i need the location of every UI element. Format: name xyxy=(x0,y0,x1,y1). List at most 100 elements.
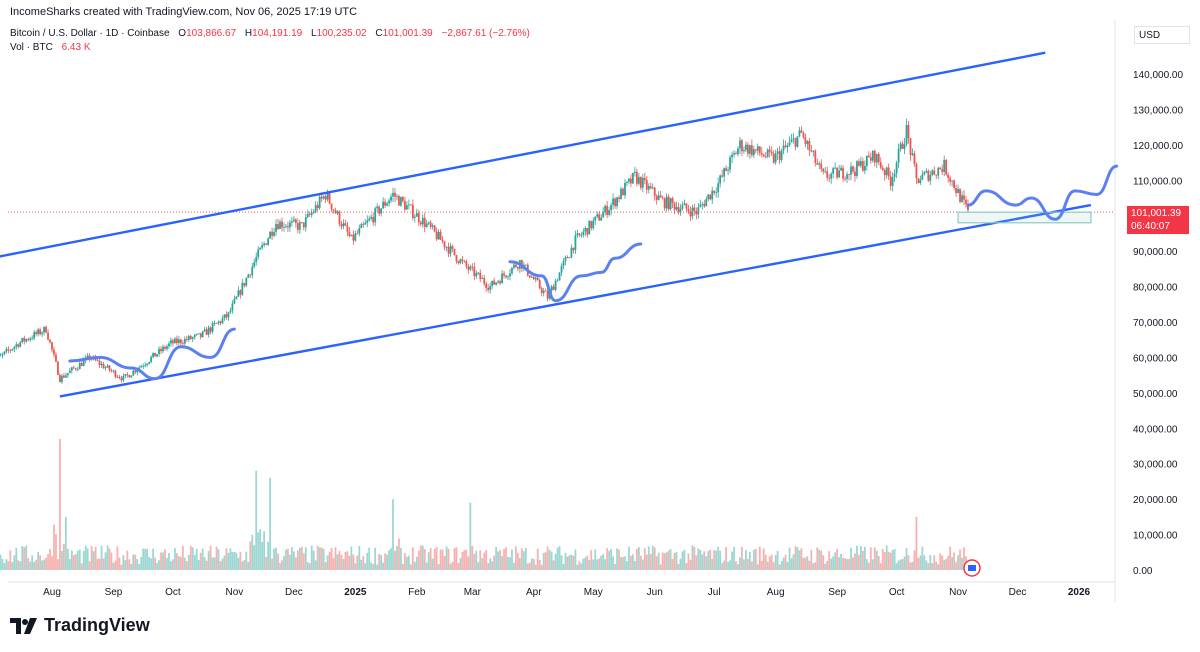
candle-body xyxy=(388,200,390,204)
volume-bar xyxy=(931,563,934,570)
candle-body xyxy=(568,257,571,259)
candle-body xyxy=(279,221,281,229)
volume-bar xyxy=(316,545,319,570)
volume-bar xyxy=(398,538,400,570)
volume-bar xyxy=(491,561,494,570)
volume-bar xyxy=(689,559,692,570)
volume-bar xyxy=(816,547,819,570)
candle-body xyxy=(283,226,285,228)
candle-body xyxy=(11,349,14,351)
volume-bar xyxy=(66,548,69,570)
candle-body xyxy=(683,203,686,206)
candle-body xyxy=(715,192,718,194)
volume-bar xyxy=(687,553,690,570)
candle-body xyxy=(943,160,946,172)
candle-body xyxy=(35,332,38,335)
volume-bar xyxy=(29,561,32,570)
volume-bar xyxy=(784,554,787,570)
volume-bar xyxy=(786,561,789,570)
volume-bar xyxy=(306,562,309,570)
volume-bar xyxy=(134,554,137,570)
volume-bar xyxy=(479,550,482,570)
volume-bar xyxy=(647,546,650,570)
candle-body xyxy=(554,280,557,290)
candle-body xyxy=(965,199,967,205)
candle-body xyxy=(233,298,236,304)
volume-bar xyxy=(721,563,724,570)
candle-body xyxy=(219,321,222,324)
candle-body xyxy=(181,343,184,345)
candle-body xyxy=(98,360,101,366)
projection-curve xyxy=(966,164,1119,221)
tradingview-logo-icon xyxy=(10,617,37,634)
candle-body xyxy=(624,182,626,196)
volume-bar xyxy=(762,548,765,570)
volume-bar xyxy=(447,548,450,570)
volume-bar xyxy=(945,558,948,570)
candle-body xyxy=(689,211,692,217)
volume-bar xyxy=(189,545,192,570)
volume-bar xyxy=(0,554,2,570)
candle-body xyxy=(340,223,343,227)
volume-bar xyxy=(899,559,902,570)
candle-body xyxy=(47,332,49,340)
volume-bar xyxy=(907,555,910,570)
volume-bar xyxy=(863,546,866,570)
candle-body xyxy=(322,196,325,199)
volume-bar xyxy=(43,559,45,570)
symbol-legend: Bitcoin / U.S. Dollar · 1D · Coinbase O1… xyxy=(10,28,530,39)
volume-bar xyxy=(743,559,745,570)
volume-bar xyxy=(427,552,430,570)
candle-body xyxy=(459,259,462,264)
candle-body xyxy=(407,204,410,206)
candle-body xyxy=(628,178,630,182)
volume-bar xyxy=(473,553,476,570)
candle-body xyxy=(249,274,252,276)
candle-body xyxy=(289,222,291,228)
volume-bar xyxy=(717,546,720,570)
volume-bar xyxy=(467,556,470,570)
tradingview-brand[interactable]: TradingView xyxy=(10,615,150,636)
volume-bar xyxy=(901,559,904,570)
volume-bar xyxy=(15,547,18,570)
candle-body xyxy=(774,153,777,163)
candle-body xyxy=(162,346,164,352)
volume-bar xyxy=(532,559,535,570)
volume-bar xyxy=(160,552,162,570)
x-tick-label: Jul xyxy=(708,587,721,598)
volume-bar xyxy=(455,547,458,570)
volume-bar xyxy=(570,554,573,570)
x-tick-label: Dec xyxy=(285,587,303,598)
volume-bar xyxy=(17,560,20,570)
volume-bar xyxy=(5,559,8,570)
currency-selector[interactable]: USD xyxy=(1134,26,1190,44)
volume-bar xyxy=(298,547,301,570)
volume-bar xyxy=(183,557,186,570)
volume-bar xyxy=(729,560,731,570)
candle-body xyxy=(667,196,670,210)
candle-body xyxy=(836,167,839,178)
volume-bar xyxy=(917,557,920,570)
candle-body xyxy=(772,153,775,163)
candle-body xyxy=(766,149,769,157)
volume-bar xyxy=(25,545,28,570)
volume-bar xyxy=(776,550,779,570)
x-tick-label: Feb xyxy=(408,587,426,598)
volume-bar xyxy=(241,561,244,570)
volume-bar xyxy=(554,553,557,570)
volume-bar xyxy=(259,529,262,570)
candle-body xyxy=(300,222,303,224)
volume-bar xyxy=(336,554,339,570)
volume-bar xyxy=(493,555,496,570)
volume-bar xyxy=(237,557,240,570)
candle-body xyxy=(68,370,71,374)
candle-body xyxy=(869,157,872,161)
volume-bar xyxy=(489,558,492,570)
volume-bar xyxy=(643,548,646,570)
volume-bar xyxy=(645,554,648,570)
volume-bar xyxy=(187,554,190,570)
volume-bar xyxy=(860,546,862,570)
volume-bar xyxy=(223,555,226,570)
volume-bar xyxy=(292,551,295,570)
